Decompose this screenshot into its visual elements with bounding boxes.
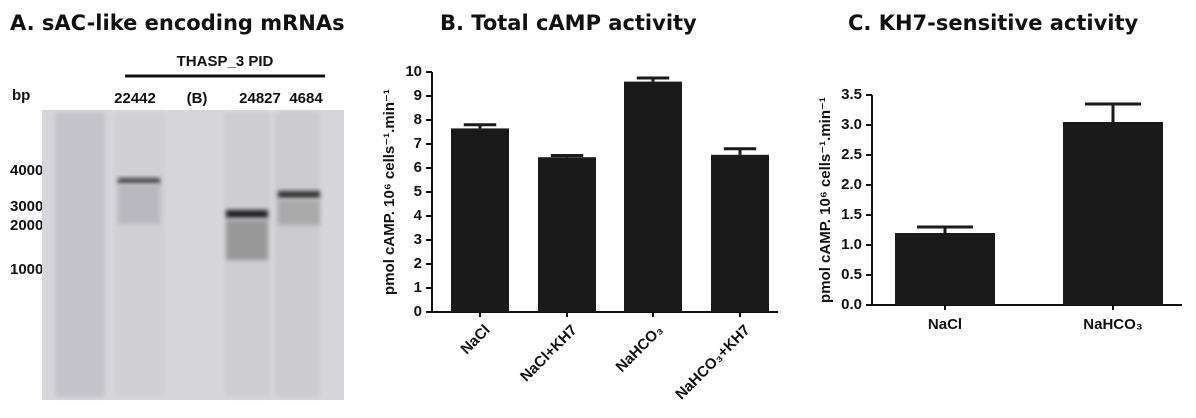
marker-label: 2000 bbox=[10, 217, 43, 234]
bar bbox=[538, 157, 596, 312]
y-tick-label: 9 bbox=[414, 87, 422, 104]
bar bbox=[1063, 122, 1163, 305]
y-tick-label: 0.0 bbox=[841, 296, 862, 313]
group-label: THASP_3 PID bbox=[177, 53, 274, 70]
unit-label: bp bbox=[12, 87, 30, 104]
lane-label: 22442 bbox=[114, 90, 156, 107]
panel-title: A. sAC-like encoding mRNAs bbox=[10, 11, 345, 35]
marker-label: 4000 bbox=[10, 162, 43, 179]
y-axis-label: pmol cAMP. 10⁶ cells⁻¹.min⁻¹ bbox=[381, 89, 398, 295]
figure: A. sAC-like encoding mRNAs THASP_3 PID b… bbox=[0, 0, 1196, 418]
y-tick-label: 1.0 bbox=[841, 236, 862, 253]
bar bbox=[624, 82, 682, 312]
y-tick-label: 3.0 bbox=[841, 116, 862, 133]
lane-label: 4684 bbox=[289, 90, 323, 107]
marker-label: 3000 bbox=[10, 198, 43, 215]
x-tick-label: NaHCO₃ bbox=[1083, 316, 1143, 333]
bar bbox=[895, 233, 995, 305]
y-tick-label: 5 bbox=[414, 183, 422, 200]
x-tick-label: NaHCO₃ bbox=[613, 322, 667, 376]
y-tick-label: 2 bbox=[414, 255, 422, 272]
error-bar bbox=[724, 149, 756, 155]
y-tick-label: 4 bbox=[414, 207, 423, 224]
error-bar bbox=[464, 125, 496, 129]
bar bbox=[711, 155, 769, 312]
y-tick-label: 1.5 bbox=[841, 206, 862, 223]
y-tick-label: 3 bbox=[414, 231, 422, 248]
error-bar bbox=[551, 156, 583, 158]
y-tick-label: 2.0 bbox=[841, 176, 862, 193]
error-bar bbox=[917, 227, 973, 233]
y-tick-label: 1 bbox=[414, 279, 422, 296]
y-tick-label: 3.5 bbox=[841, 86, 862, 103]
lane-label: (B) bbox=[187, 90, 208, 107]
y-tick-label: 7 bbox=[414, 135, 422, 152]
y-tick-label: 8 bbox=[414, 111, 422, 128]
x-tick-label: NaCl+KH7 bbox=[517, 322, 581, 386]
x-tick-label: NaCl bbox=[457, 322, 493, 358]
y-tick-label: 0.5 bbox=[841, 266, 862, 283]
chart-title: B. Total cAMP activity bbox=[440, 11, 697, 35]
y-tick-label: 10 bbox=[405, 63, 422, 80]
chart-title: C. KH7-sensitive activity bbox=[848, 11, 1139, 35]
gel-image bbox=[42, 110, 344, 400]
lane-label: 24827 bbox=[239, 90, 281, 107]
y-tick-label: 2.5 bbox=[841, 146, 862, 163]
error-bar bbox=[1085, 104, 1141, 122]
x-tick-label: NaCl bbox=[928, 316, 962, 333]
page: A. sAC-like encoding mRNAs THASP_3 PID b… bbox=[0, 0, 1196, 418]
bar bbox=[451, 128, 509, 312]
x-tick-label: NaHCO₃+KH7 bbox=[672, 322, 753, 403]
error-bar bbox=[637, 78, 669, 82]
y-tick-label: 0 bbox=[414, 303, 422, 320]
y-tick-label: 6 bbox=[414, 159, 422, 176]
marker-label: 1000 bbox=[10, 261, 43, 278]
y-axis-label: pmol cAMP. 10⁶ cells⁻¹.min⁻¹ bbox=[817, 97, 834, 303]
